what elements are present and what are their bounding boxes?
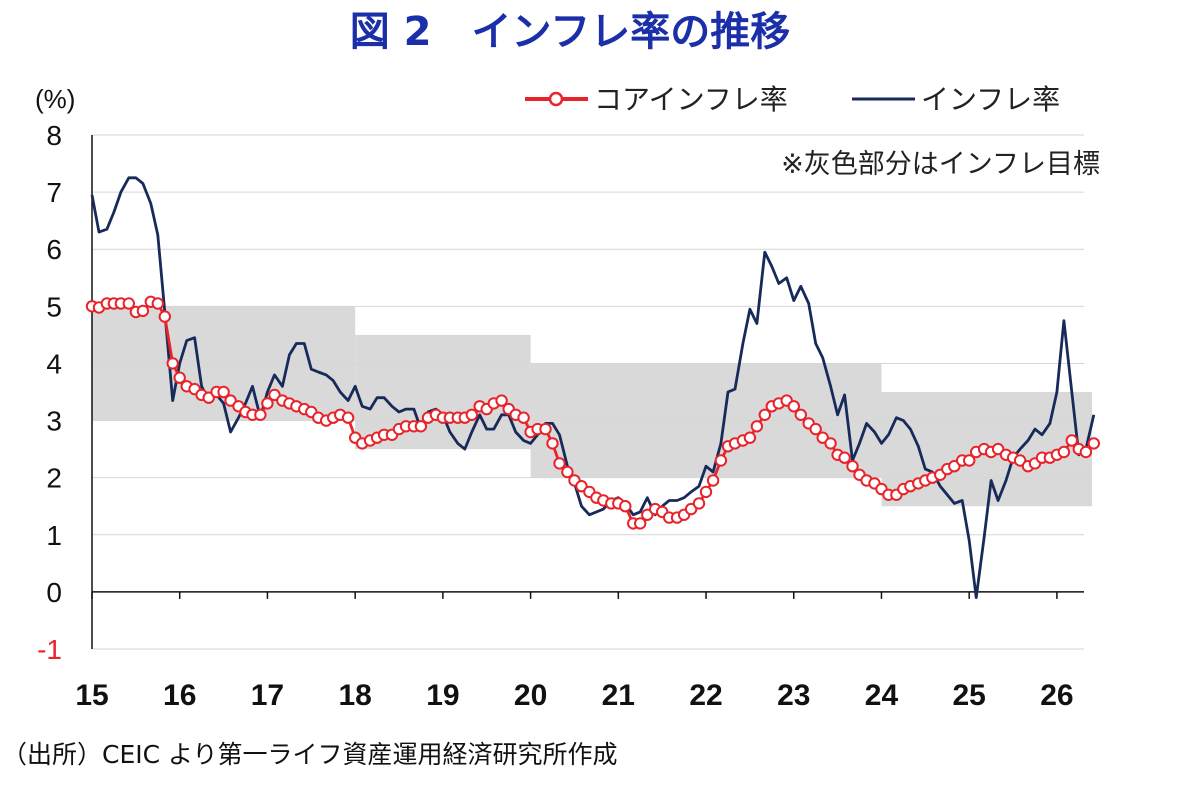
x-tick-label: 26 <box>1040 679 1073 712</box>
core-inflation-point <box>166 357 179 370</box>
core-inflation-point <box>787 400 800 413</box>
core-inflation-point <box>414 420 428 433</box>
core-inflation-point <box>1065 434 1079 447</box>
core-inflation-point <box>122 297 136 310</box>
x-tick-label: 21 <box>602 679 635 712</box>
core-inflation-point <box>465 408 478 421</box>
core-inflation-point <box>158 310 172 323</box>
legend-core-marker <box>548 91 564 107</box>
core-inflation-point <box>151 297 165 310</box>
x-tick-label: 25 <box>953 679 986 712</box>
y-tick-label: 5 <box>46 291 62 322</box>
y-tick-label: 4 <box>46 348 62 379</box>
legend-item-core: コアインフレ率 <box>525 83 788 116</box>
core-inflation-point <box>743 431 757 444</box>
core-inflation-point <box>706 474 720 487</box>
core-inflation-point <box>553 457 566 470</box>
core-inflation-point <box>809 422 822 436</box>
x-tick-label: 22 <box>689 679 722 712</box>
target-band-note: ※灰色部分はインフレ目標 <box>781 149 1100 180</box>
y-tick-label: 1 <box>46 520 62 551</box>
core-inflation-point <box>824 437 837 450</box>
x-tick-label: 23 <box>777 679 810 712</box>
core-inflation-point <box>561 465 574 479</box>
core-inflation-point <box>846 460 859 473</box>
core-inflation-point <box>254 408 267 421</box>
x-tick-label: 17 <box>251 679 284 712</box>
source-note: （出所）CEIC より第一ライフ資産運用経済研究所作成 <box>2 740 618 769</box>
core-inflation-point <box>1079 445 1093 459</box>
chart-title: 図 2 インフレ率の推移 <box>350 9 791 55</box>
core-inflation-point <box>758 408 771 421</box>
core-inflation-series <box>85 295 1101 530</box>
legend-core-label: コアインフレ率 <box>594 83 788 116</box>
y-axis-unit-label: (%) <box>35 84 75 114</box>
y-tick-label: 7 <box>46 177 62 208</box>
x-tick-label: 16 <box>163 679 196 712</box>
x-tick-labels: 15 16 17 18 19 20 21 22 23 24 25 26 <box>75 679 1073 712</box>
core-inflation-point <box>517 411 530 424</box>
y-tick-label: 3 <box>46 406 62 437</box>
core-inflation-point <box>341 411 355 424</box>
core-inflation-point <box>136 304 150 318</box>
legend: コアインフレ率 インフレ率 <box>525 83 1060 116</box>
x-tick-label: 19 <box>426 679 459 712</box>
legend-headline-label: インフレ率 <box>921 83 1060 116</box>
y-tick-label: 0 <box>46 577 62 608</box>
y-tick-label: 8 <box>46 120 62 151</box>
x-tick-label: 24 <box>865 679 899 712</box>
core-inflation-point <box>1087 437 1101 450</box>
core-inflation-point <box>217 385 230 399</box>
core-inflation-point <box>1057 445 1071 459</box>
x-tick-label: 20 <box>514 679 547 712</box>
core-inflation-point <box>546 437 559 450</box>
core-inflation-point <box>692 497 706 510</box>
core-inflation-point <box>619 500 632 513</box>
x-tick-label: 18 <box>338 679 371 712</box>
core-inflation-point <box>261 397 274 410</box>
core-inflation-point <box>714 454 728 467</box>
core-inflation-point <box>699 485 713 499</box>
core-inflation-point <box>750 420 764 433</box>
core-inflation-point <box>173 371 186 384</box>
y-tick-label: 2 <box>46 463 62 494</box>
core-inflation-point <box>495 394 508 407</box>
y-tick-label: -1 <box>37 634 62 665</box>
y-tick-label: 6 <box>46 234 62 265</box>
y-tick-labels: 8 7 6 5 4 3 2 1 0 -1 <box>37 120 62 665</box>
core-inflation-point <box>794 408 807 421</box>
core-inflation-point <box>838 451 851 464</box>
legend-item-headline: インフレ率 <box>852 83 1060 116</box>
core-inflation-point <box>539 422 552 436</box>
x-tick-label: 15 <box>75 679 108 712</box>
axes <box>91 135 1084 649</box>
core-inflation-point <box>634 517 647 530</box>
core-inflation-point <box>963 454 976 467</box>
horizontal-gridlines <box>92 134 1084 650</box>
